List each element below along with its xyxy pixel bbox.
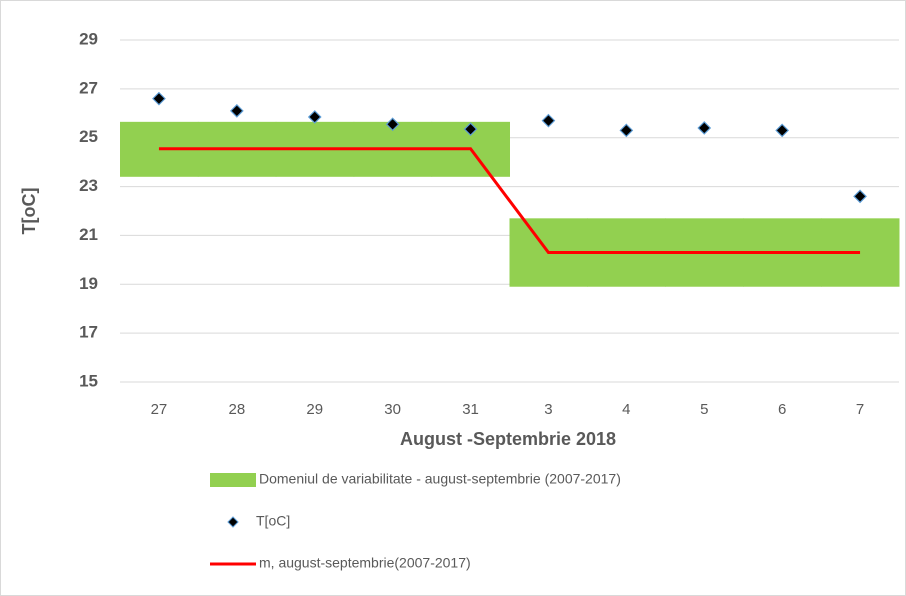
x-tick-label: 28 <box>229 401 246 418</box>
x-tick-label: 29 <box>306 401 323 418</box>
legend-label: T[oC] <box>256 513 290 529</box>
data-point <box>541 113 556 128</box>
y-tick-label: 15 <box>79 371 98 390</box>
data-point <box>619 123 634 138</box>
x-tick-label: 4 <box>622 401 630 418</box>
data-point <box>853 189 867 204</box>
x-tick-label: 27 <box>151 401 168 418</box>
legend-label: m, august-septembrie(2007-2017) <box>259 555 471 571</box>
y-tick-label: 17 <box>79 323 98 342</box>
data-point <box>463 122 478 137</box>
y-tick-label: 29 <box>79 29 98 48</box>
x-tick-label: 5 <box>700 401 708 418</box>
x-tick-label: 3 <box>544 401 552 418</box>
data-point <box>775 123 789 138</box>
data-point <box>697 121 712 135</box>
data-point <box>307 110 322 124</box>
data-point <box>230 103 244 118</box>
data-point <box>385 117 400 132</box>
y-tick-label: 23 <box>79 176 98 195</box>
mean-line <box>158 147 861 255</box>
x-tick-label: 31 <box>462 401 479 418</box>
legend-key <box>210 473 256 487</box>
x-axis-label: August -Septembrie 2018 <box>400 429 616 449</box>
legend-label: Domeniul de variabilitate - august-septe… <box>259 471 621 487</box>
y-tick-label: 25 <box>79 127 98 146</box>
x-tick-label: 7 <box>856 401 864 418</box>
legend-key <box>227 516 239 528</box>
y-tick-label: 21 <box>79 225 98 244</box>
data-point <box>152 91 166 106</box>
y-tick-label: 19 <box>79 274 98 293</box>
x-tick-label: 6 <box>778 401 786 418</box>
x-tick-label: 30 <box>384 401 401 418</box>
y-axis-label: T[oC] <box>19 188 39 235</box>
y-tick-label: 27 <box>79 78 98 97</box>
